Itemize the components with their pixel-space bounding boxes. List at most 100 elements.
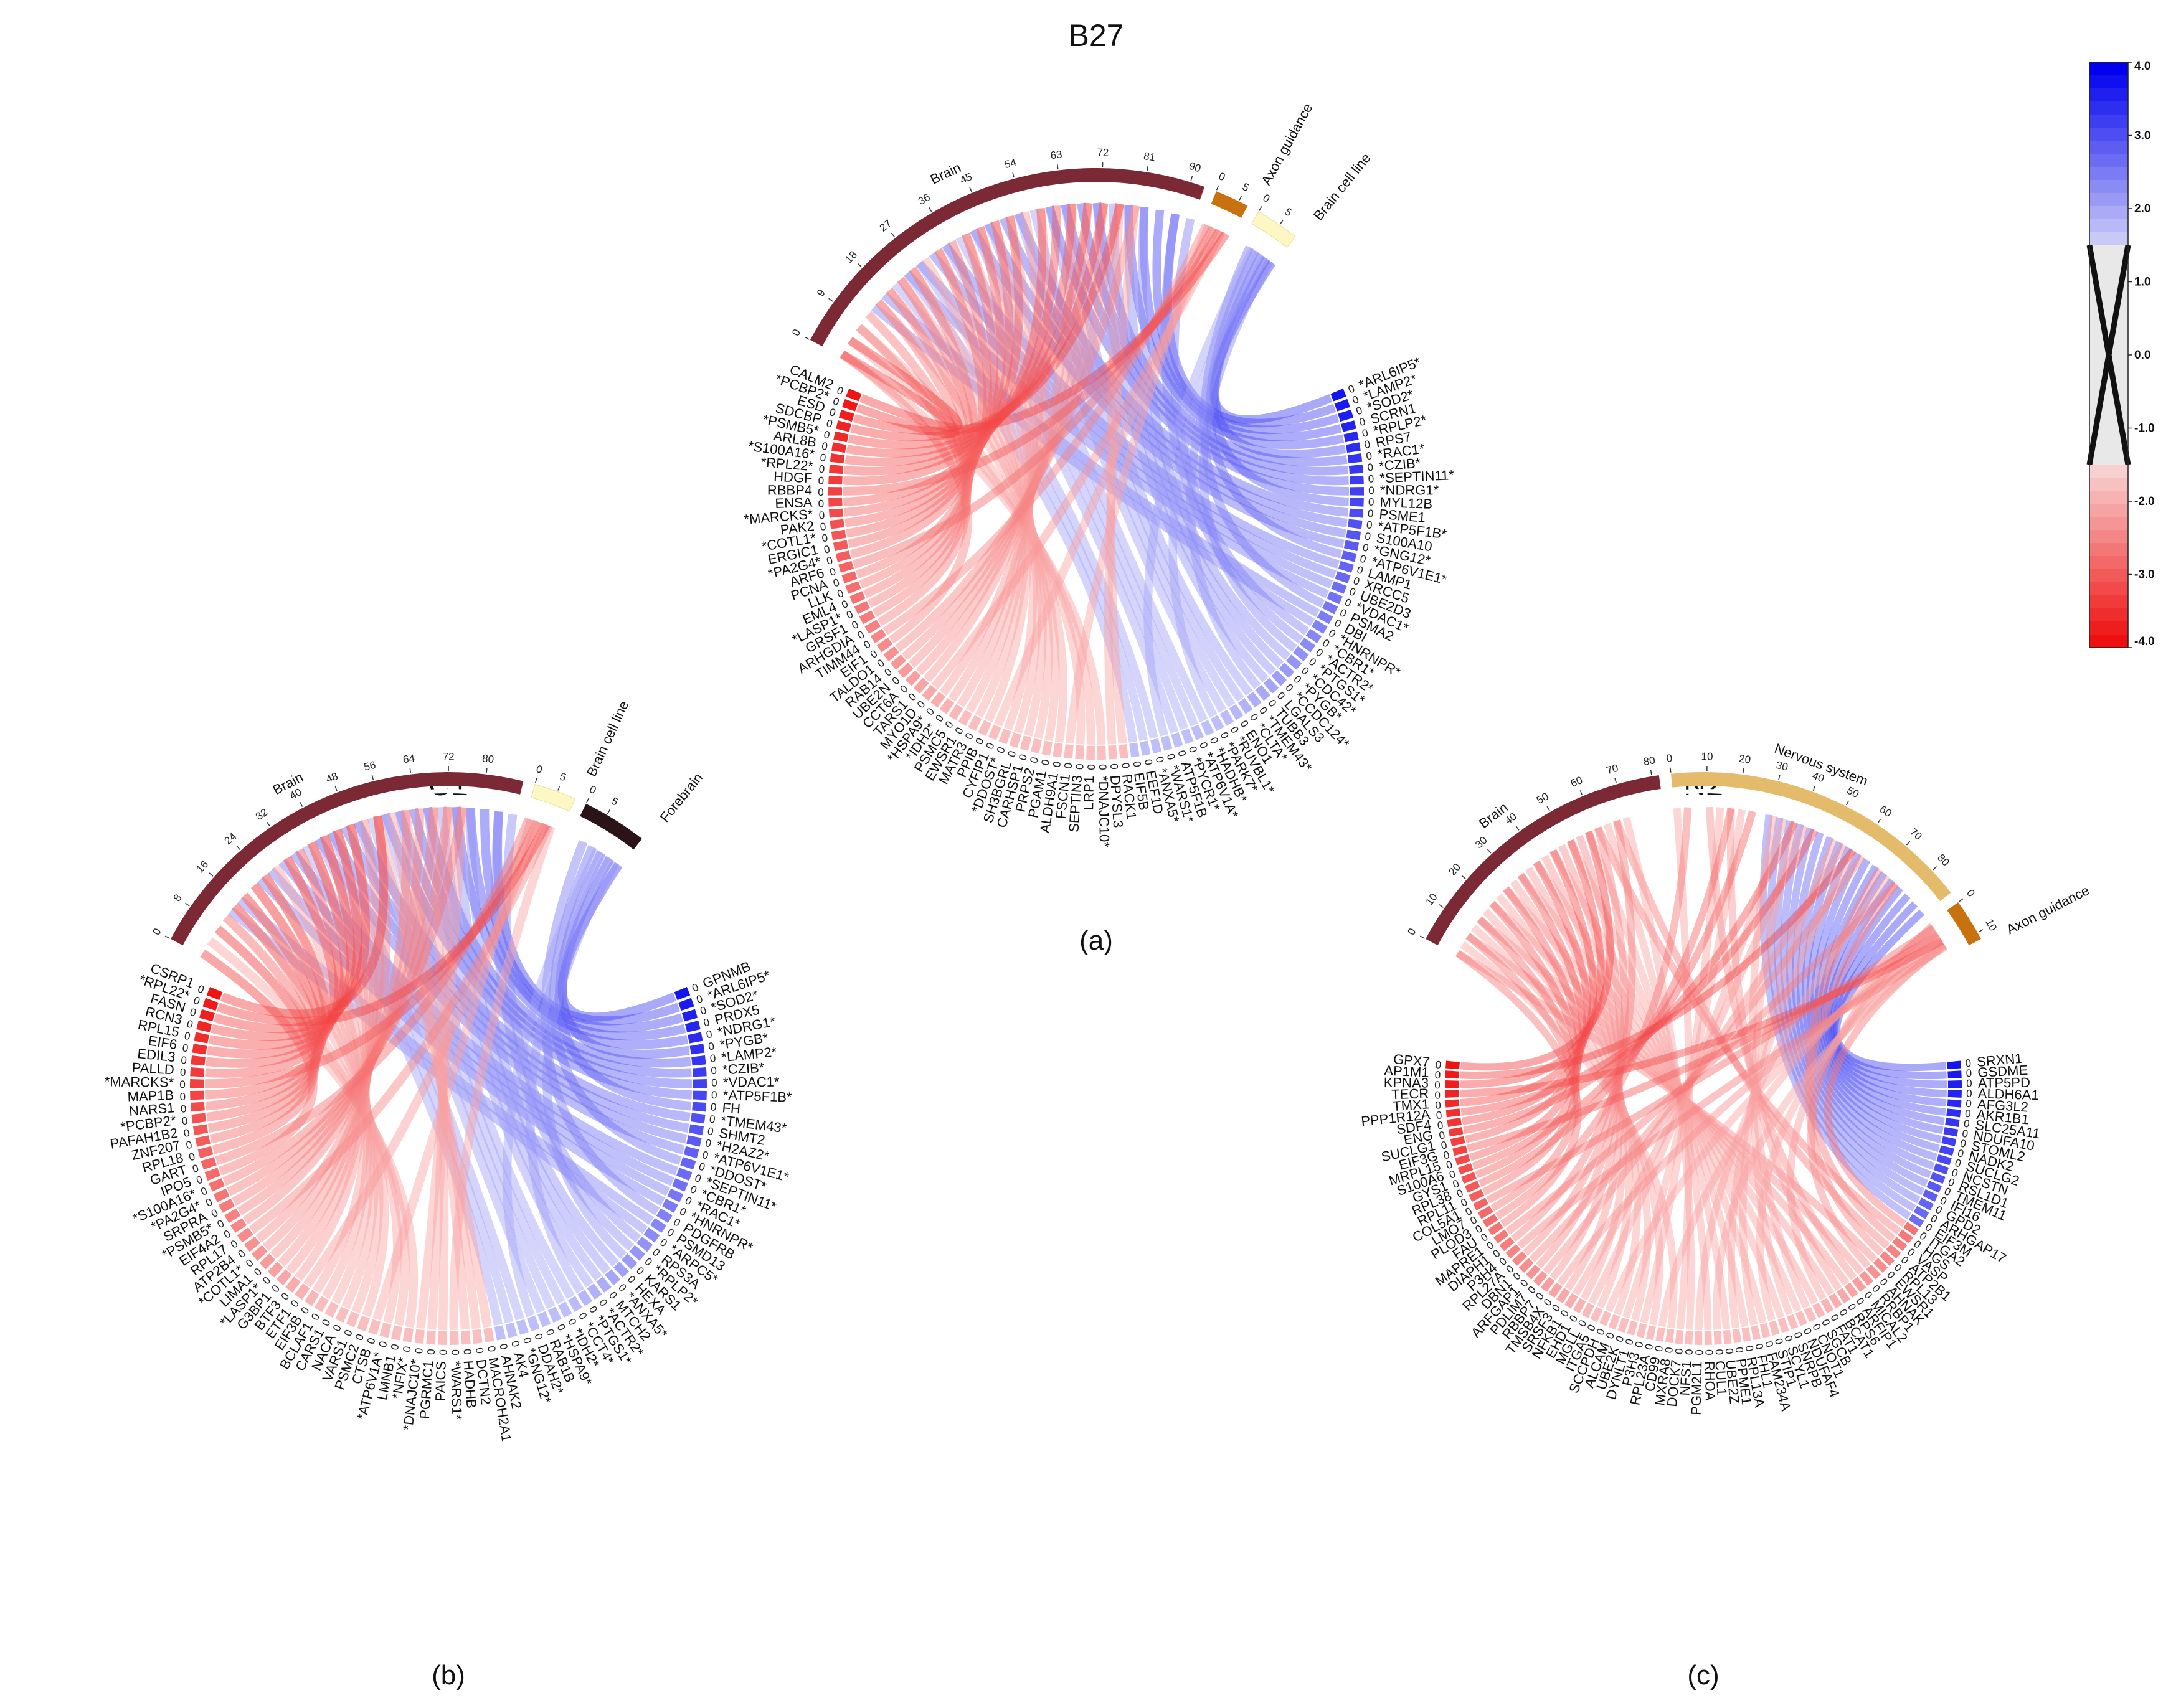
tick-label: 80 <box>1642 754 1656 768</box>
gene-zero-tick: 0 <box>710 1101 717 1113</box>
gene-bar <box>483 1327 494 1342</box>
tick-mark <box>828 298 833 302</box>
chord-link <box>452 806 688 1049</box>
gene-bar <box>1445 1108 1460 1118</box>
gene-bar <box>829 464 844 474</box>
gene-zero-tick: 0 <box>823 428 831 441</box>
gene-zero-tick: 0 <box>1131 760 1143 768</box>
gene-bar <box>1030 738 1043 754</box>
panel-title: B27 <box>1069 18 1124 53</box>
gene-zero-tick: 0 <box>705 1028 713 1040</box>
tick-mark <box>1012 172 1015 178</box>
colorbar-red-segment <box>2089 543 2128 557</box>
chord-link <box>881 292 1320 617</box>
gene-bar <box>1445 1080 1459 1088</box>
chord-link <box>1613 819 1890 1249</box>
chord-link <box>209 913 321 1144</box>
gene-zero-tick: 0 <box>199 1184 209 1197</box>
chord-link <box>303 821 544 1288</box>
gene-bar <box>276 1269 292 1286</box>
chord-link <box>1523 826 1629 1256</box>
gene-bar <box>1482 1214 1498 1228</box>
gene-bar <box>357 1315 370 1332</box>
gene-bar <box>678 998 694 1011</box>
chord-link <box>1124 204 1345 450</box>
tick-mark <box>300 802 303 807</box>
gene-bar <box>190 1102 205 1112</box>
gene-bar <box>414 1329 425 1344</box>
chord-link <box>1673 808 1693 1329</box>
gene-bar <box>1448 1127 1464 1137</box>
chord-link <box>1168 251 1263 718</box>
gene-bar <box>828 498 843 507</box>
gene-bar <box>461 1330 471 1345</box>
category-arc <box>1211 191 1248 218</box>
gene-bar <box>890 654 907 670</box>
chord-link <box>929 251 1337 579</box>
colorbar-tick-label: 3.0 <box>2134 130 2150 143</box>
tick-label: 54 <box>1003 156 1018 171</box>
tick-label: 70 <box>1908 826 1924 842</box>
chord-link <box>1585 830 1731 1329</box>
chord-link <box>315 836 685 1154</box>
colorbar-red-segment <box>2089 569 2128 583</box>
tick-mark <box>371 775 374 780</box>
chord-link <box>846 202 1092 458</box>
gene-bar <box>1345 442 1361 453</box>
gene-zero-tick: 0 <box>1368 496 1374 508</box>
gene-bar <box>830 453 845 464</box>
gene-zero-tick: 0 <box>473 1347 486 1354</box>
colorbar-blue-segment <box>2089 101 2128 115</box>
gene-bar <box>202 998 219 1011</box>
gene-zero-tick: 0 <box>1436 1109 1442 1121</box>
gene-zero-tick: 0 <box>1652 1345 1665 1353</box>
chord-link <box>1549 849 1767 1324</box>
chord-link <box>242 810 411 1225</box>
gene-bar <box>1020 735 1032 751</box>
gene-label: FH <box>722 1100 741 1116</box>
chord-link <box>1061 204 1349 486</box>
gene-bar <box>1477 1206 1493 1219</box>
gene-bar <box>1820 1298 1834 1314</box>
category-label: Axon guidance <box>2004 882 2092 937</box>
tick-label: 10 <box>1701 750 1713 762</box>
gene-bar <box>346 1311 359 1328</box>
gene-bar <box>838 560 854 573</box>
gene-bar <box>680 1157 696 1170</box>
gene-label: NARS1 <box>128 1100 175 1119</box>
gene-bar <box>1191 724 1204 740</box>
gene-zero-tick: 0 <box>376 1340 389 1349</box>
tick-label: 90 <box>1188 160 1203 175</box>
gene-bar <box>1695 1331 1703 1345</box>
gene-bar <box>450 1331 459 1345</box>
colorbar-cross-icon <box>2086 244 2131 466</box>
gene-bar <box>209 1178 225 1192</box>
chord-link <box>213 823 371 1034</box>
gene-zero-tick: 0 <box>1073 763 1086 770</box>
gene-label: *ATP5F1B* <box>722 1087 792 1105</box>
gene-zero-tick: 0 <box>1434 1078 1441 1090</box>
chord-link <box>557 856 690 1059</box>
chord-link <box>1774 819 1921 1204</box>
category-arc <box>580 803 642 850</box>
gene-bar <box>613 1261 630 1278</box>
gene-zero-tick: 0 <box>821 440 829 452</box>
gene-bar <box>1946 1108 1961 1118</box>
gene-label: DPYSL3 <box>1107 775 1126 828</box>
tick-label: 16 <box>194 858 211 875</box>
tick-mark <box>185 902 190 907</box>
gene-bar <box>1886 1244 1901 1259</box>
gene-zero-tick: 0 <box>1367 461 1374 474</box>
gene-bar <box>190 1078 204 1088</box>
gene-bar <box>505 1322 518 1338</box>
chord-link <box>1065 224 1213 744</box>
gene-label: MYL12B <box>1379 494 1432 512</box>
gene-zero-tick: 0 <box>1733 1346 1746 1354</box>
gene-bar <box>1327 591 1343 605</box>
tick-label: 30 <box>1775 759 1789 773</box>
gene-bar <box>930 691 946 708</box>
gene-bar <box>845 581 861 594</box>
gene-zero-tick: 0 <box>181 1115 189 1127</box>
tick-mark <box>1239 195 1242 201</box>
chord-link <box>844 204 1077 466</box>
